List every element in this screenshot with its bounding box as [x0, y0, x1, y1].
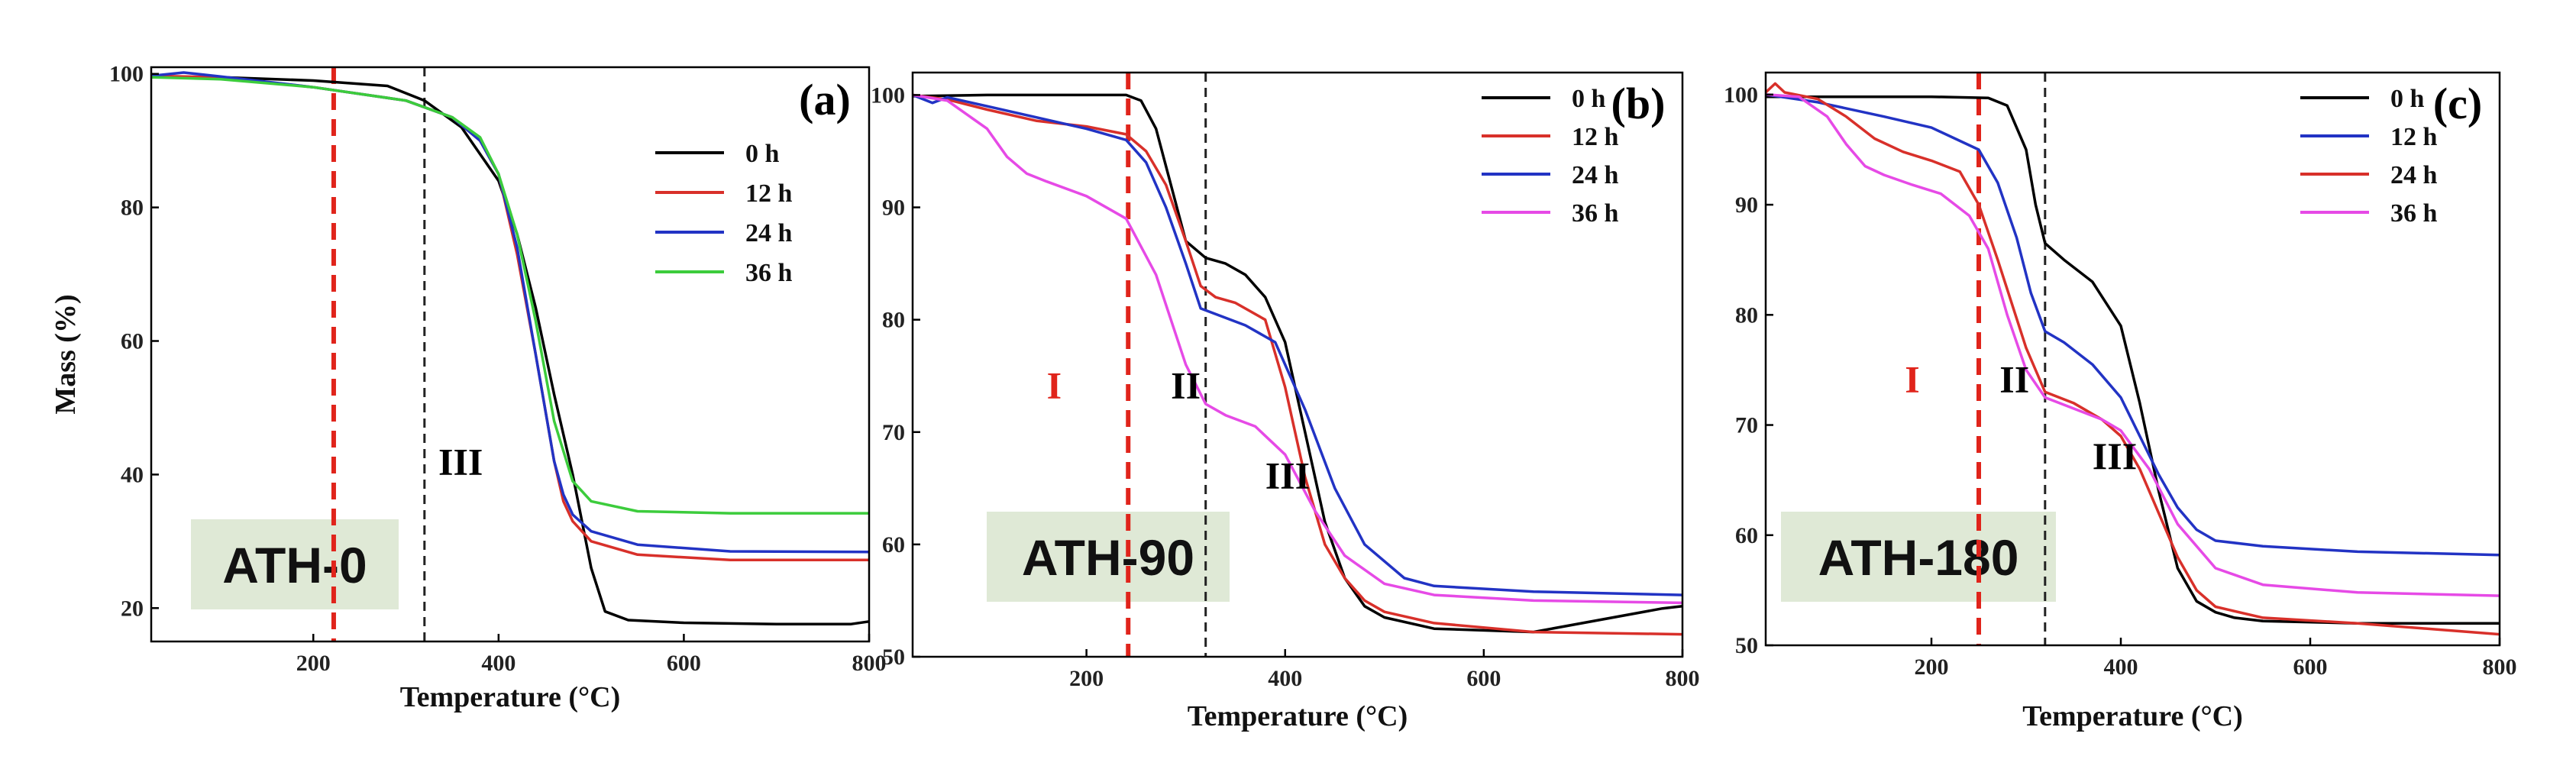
legend-entry: 24 h — [745, 219, 793, 247]
x-tick-label: 800 — [2483, 654, 2517, 680]
y-tick-label: 90 — [882, 196, 905, 221]
y-tick-label: 100 — [871, 82, 905, 108]
series-line-24h — [912, 93, 1683, 596]
panel-a: ATH-0 III 200 400 600 800 20 40 60 80 100 Temperatu… — [50, 62, 887, 713]
y-tick-label: 80 — [882, 308, 905, 333]
y-axis-label: Mass (%) — [50, 294, 82, 414]
y-tick-label: 70 — [1735, 413, 1758, 438]
axes-frame — [1764, 71, 2501, 647]
sample-label: ATH-180 — [1818, 529, 2019, 586]
series-line-0h — [151, 76, 870, 626]
y-tick-label: 50 — [1735, 633, 1758, 658]
series-line-0h — [912, 93, 1683, 634]
legend-entry: 0 h — [2390, 85, 2425, 113]
legend-entry: 36 h — [2390, 199, 2438, 228]
series-line-36h — [150, 76, 869, 515]
legend-entry: 24 h — [1572, 161, 1619, 189]
y-tick-label: 80 — [121, 196, 144, 221]
x-axis-label: Temperature (°C) — [2022, 700, 2243, 732]
panel-label: (a) — [799, 75, 851, 124]
x-axis-label: Temperature (°C) — [400, 681, 621, 713]
legend-entry: 36 h — [1572, 199, 1619, 228]
series-line-24h — [1764, 82, 2500, 636]
sample-label-box — [191, 519, 399, 609]
region-label-III: III — [438, 440, 483, 483]
region-label-II: II — [1999, 357, 2029, 400]
sample-label: ATH-90 — [1022, 529, 1194, 586]
y-tick-label: 60 — [1735, 523, 1758, 548]
y-tick-label: 70 — [882, 420, 905, 445]
x-tick-label: 600 — [1466, 666, 1501, 691]
legend-entry: 12 h — [2390, 123, 2438, 151]
x-tick-label: 400 — [1268, 666, 1302, 691]
legend-entry: 0 h — [745, 140, 780, 168]
y-tick-label: 40 — [121, 462, 144, 487]
x-tick-label: 200 — [296, 651, 331, 676]
axes-frame — [150, 66, 871, 643]
region-label-III: III — [2093, 435, 2137, 477]
region-label-II: II — [1171, 364, 1201, 407]
y-tick-label: 90 — [1735, 192, 1758, 218]
series-line-0h — [1766, 95, 2500, 625]
y-tick-label: 80 — [1735, 302, 1758, 328]
x-tick-label: 200 — [1069, 666, 1104, 691]
legend-entry: 0 h — [1572, 85, 1606, 113]
legend-entry: 12 h — [1572, 123, 1619, 151]
legend-entry: 36 h — [745, 259, 793, 287]
x-tick-label: 400 — [2104, 654, 2138, 680]
x-tick-label: 800 — [1666, 666, 1700, 691]
sample-label-box — [987, 512, 1230, 602]
region-label-III: III — [1265, 454, 1310, 496]
series-line-36h — [1765, 93, 2500, 597]
sample-label-box — [1781, 512, 2056, 602]
series-line-12h — [1765, 93, 2500, 557]
region-label-I: I — [1047, 364, 1062, 407]
series-line-36h — [912, 93, 1683, 605]
x-tick-label: 200 — [1915, 654, 1949, 680]
region-label-I: I — [1905, 357, 1919, 400]
sample-label: ATH-0 — [222, 537, 367, 593]
x-tick-label: 600 — [2293, 654, 2328, 680]
y-tick-label: 100 — [109, 62, 144, 87]
y-tick-label: 20 — [121, 596, 144, 621]
y-tick-label: 50 — [882, 645, 905, 670]
y-tick-label: 100 — [1724, 82, 1758, 108]
y-tick-label: 60 — [882, 532, 905, 557]
x-tick-label: 400 — [481, 651, 516, 676]
legend-entry: 24 h — [2390, 161, 2438, 189]
axes-frame — [911, 71, 1684, 658]
panel-label: (b) — [1611, 79, 1666, 128]
panel-label: (c) — [2433, 79, 2482, 128]
x-tick-label: 800 — [852, 651, 887, 676]
y-tick-label: 60 — [121, 329, 144, 354]
legend-entry: 12 h — [745, 179, 793, 208]
x-tick-label: 600 — [667, 651, 701, 676]
x-axis-label: Temperature (°C) — [1188, 700, 1408, 732]
